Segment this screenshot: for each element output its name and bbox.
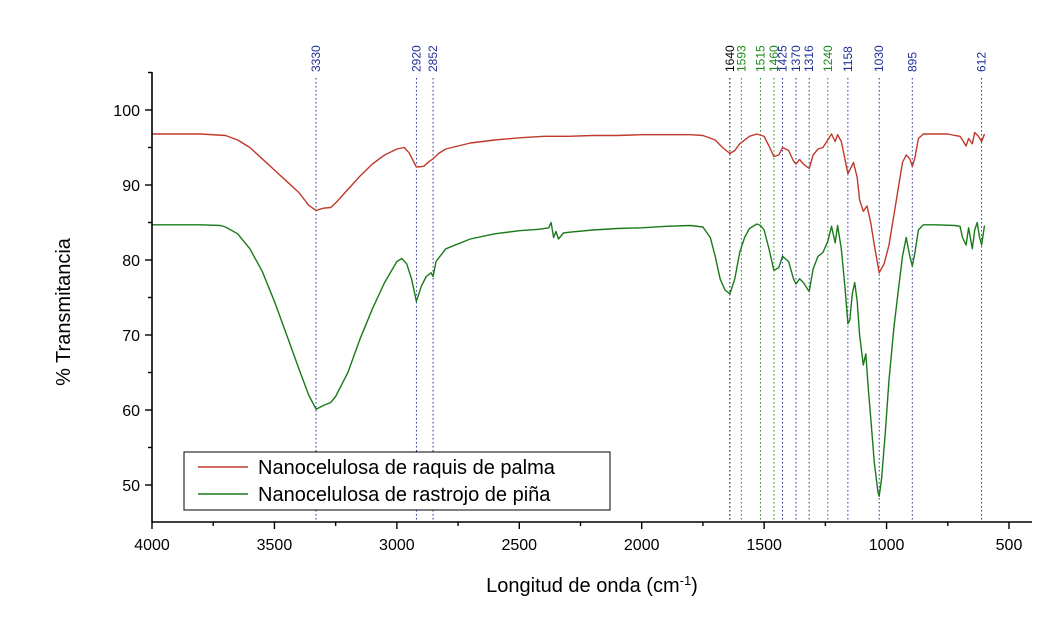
x-tick-label-2000: 2000 (624, 537, 660, 554)
x-ticks: 4000 3500 3000 2500 2000 1500 1000 500 (134, 522, 1022, 554)
peak-label-2920: 2920 (409, 45, 423, 72)
peak-label-2852: 2852 (426, 45, 440, 72)
legend-box (183, 451, 611, 511)
y-tick-label-50: 50 (122, 478, 140, 495)
peak-label-612: 612 (975, 52, 989, 72)
x-axis-title: Longitud de onda (cm-1) (486, 573, 698, 598)
peak-label-1370: 1370 (789, 45, 803, 72)
y-tick-label-80: 80 (122, 253, 140, 270)
x-tick-label-1000: 1000 (869, 537, 905, 554)
peak-label-3330: 3330 (309, 45, 323, 72)
peak-label-1460: 1460 (767, 45, 781, 72)
x-tick-label-1500: 1500 (746, 537, 782, 554)
peak-label-1316: 1316 (802, 45, 816, 72)
y-axis-title: % Transmitancia (53, 237, 75, 386)
peak-label-1158: 1158 (841, 46, 855, 72)
peak-label-895: 895 (905, 52, 919, 72)
x-tick-label-3000: 3000 (379, 537, 415, 554)
legend-label-pina: Nanocelulosa de rastrojo de piña (258, 484, 551, 506)
y-tick-label-60: 60 (122, 403, 140, 420)
legend-label-palma: Nanocelulosa de raquis de palma (258, 457, 556, 479)
peak-label-1593: 1593 (734, 45, 748, 72)
series-lines (152, 131, 986, 497)
y-tick-label-100: 100 (113, 103, 140, 120)
x-tick-label-500: 500 (996, 537, 1023, 554)
peak-label-1030: 1030 (872, 45, 886, 72)
series-line-palma (152, 131, 986, 274)
peak-label-1240: 1240 (821, 45, 835, 72)
x-tick-label-3500: 3500 (257, 537, 293, 554)
x-tick-label-2500: 2500 (501, 537, 537, 554)
series-line-pina (152, 221, 986, 497)
y-tick-label-90: 90 (122, 178, 140, 195)
peak-label-1425: 1425 (776, 45, 790, 72)
legend: Nanocelulosa de raquis de palma Nanocelu… (183, 451, 611, 511)
y-tick-label-70: 70 (122, 328, 140, 345)
y-ticks: 50 60 70 80 90 100 (113, 71, 152, 495)
x-tick-label-4000: 4000 (134, 537, 170, 554)
peak-label-1640: 1640 (723, 45, 737, 72)
peak-label-1515: 1515 (753, 45, 767, 72)
